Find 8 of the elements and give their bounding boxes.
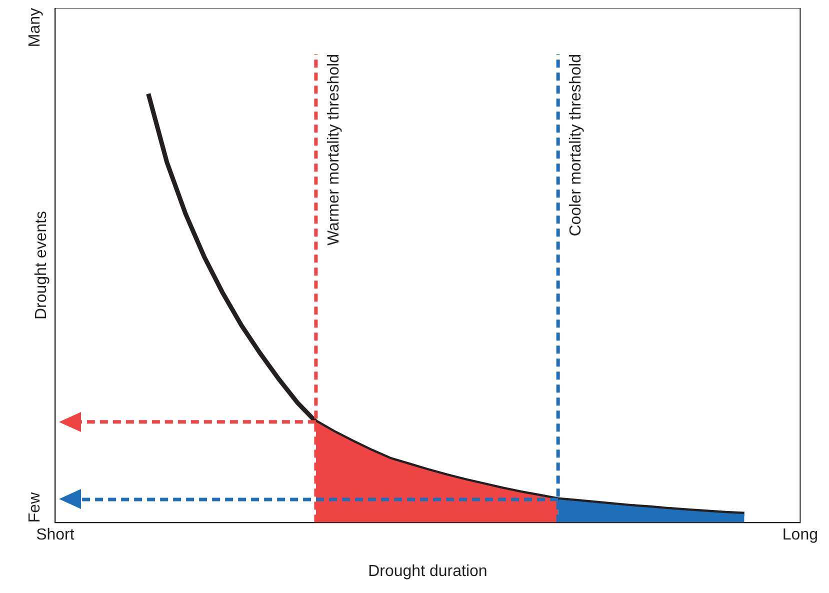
text: Few [26,492,44,523]
annotation: Warmer mortality threshold [325,54,342,246]
x-axis-title: Drought duration [368,562,488,580]
annotation: Cooler mortality threshold [567,54,584,236]
text: Many [26,8,44,48]
y-axis-title: Drought events [33,211,50,320]
x-tick-label: Long [782,526,818,544]
x-tick-label: Short [36,526,75,544]
